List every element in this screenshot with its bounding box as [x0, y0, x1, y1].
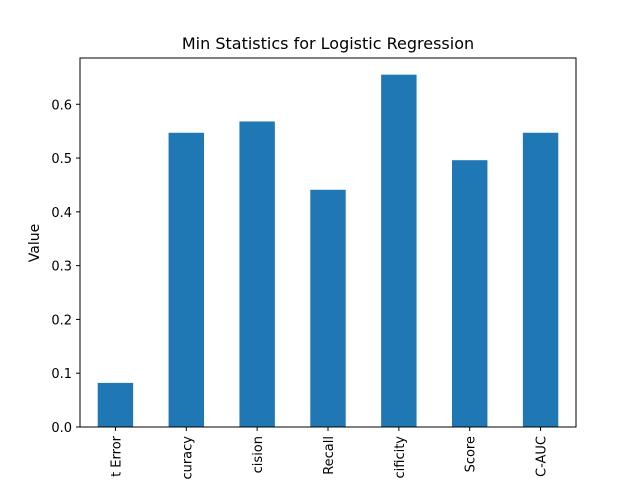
y-tick-label-5: 0.5	[51, 152, 72, 167]
x-tick-label-4: cificity	[393, 436, 408, 479]
y-tick-label-2: 0.2	[51, 313, 72, 328]
x-tick-label-2: cision	[251, 436, 266, 473]
bar-0	[97, 382, 134, 427]
bar-4	[381, 74, 417, 428]
bar-5	[452, 160, 488, 427]
x-tick-label-6: C-AUC	[535, 436, 550, 477]
y-tick-label-1: 0.1	[51, 367, 72, 382]
chart-title: Min Statistics for Logistic Regression	[182, 34, 474, 53]
y-tick-label-3: 0.3	[51, 260, 72, 275]
y-axis: 0.0 0.1 0.2 0.3 0.4 0.5 0.6	[51, 98, 80, 436]
y-tick-label-0: 0.0	[51, 421, 72, 436]
y-tick-label-4: 0.4	[51, 206, 72, 221]
x-tick-label-0: t Error	[109, 435, 124, 477]
x-tick-label-3: Recall	[322, 436, 337, 475]
x-tick-label-1: curacy	[180, 436, 195, 480]
y-tick-label-6: 0.6	[51, 98, 72, 113]
bar-3	[310, 189, 346, 427]
y-axis-label: Value	[27, 224, 43, 262]
x-tick-label-5: Score	[464, 436, 479, 472]
plot-area	[97, 74, 559, 428]
bar-6	[522, 132, 559, 427]
bar-2	[239, 121, 275, 427]
x-axis: t Error curacy cision Recall cificity Score C-…	[109, 427, 550, 480]
bar-1	[168, 132, 204, 427]
